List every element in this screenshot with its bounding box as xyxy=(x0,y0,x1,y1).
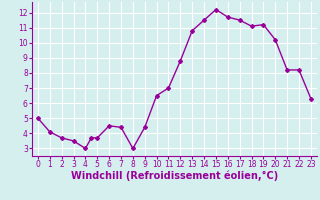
X-axis label: Windchill (Refroidissement éolien,°C): Windchill (Refroidissement éolien,°C) xyxy=(71,171,278,181)
